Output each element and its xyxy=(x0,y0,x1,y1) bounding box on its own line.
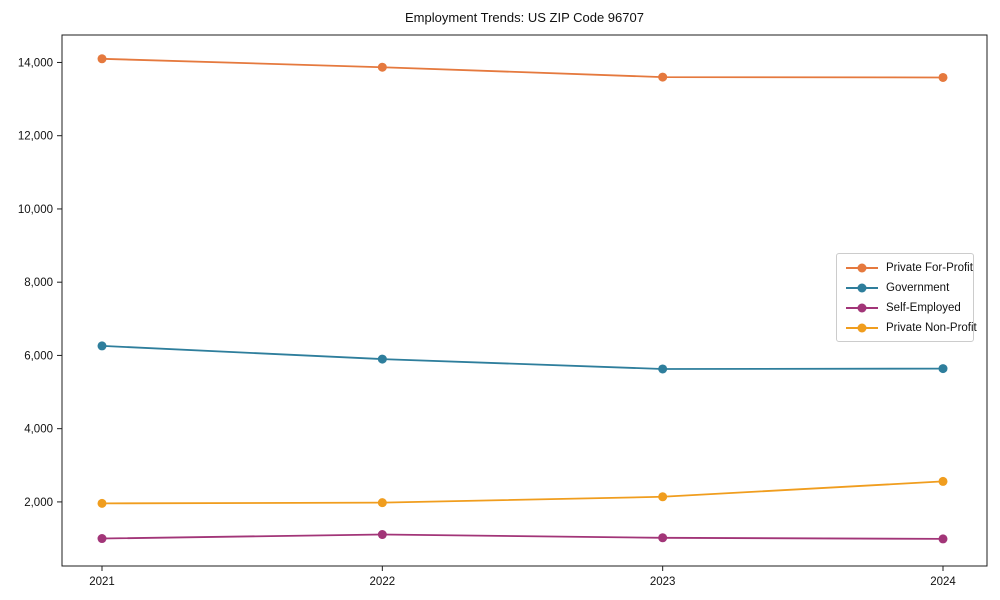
data-point-private-non-profit-2022 xyxy=(377,498,387,508)
y-tick-label: 10,000 xyxy=(18,204,53,216)
x-tick-label: 2024 xyxy=(930,576,956,588)
data-point-self-employed-2022 xyxy=(377,530,387,540)
legend-marker-icon xyxy=(846,283,878,292)
y-tick-label: 8,000 xyxy=(24,277,53,289)
legend-label: Self-Employed xyxy=(886,301,961,314)
legend-item-government: Government xyxy=(845,280,965,295)
y-tick-label: 14,000 xyxy=(18,57,53,69)
data-point-government-2024 xyxy=(938,364,948,374)
data-point-government-2023 xyxy=(658,364,668,374)
series-line-private-non-profit xyxy=(101,480,944,505)
data-point-private-non-profit-2021 xyxy=(97,498,107,508)
legend-dot xyxy=(857,323,867,332)
data-point-private-for-profit-2023 xyxy=(658,72,668,82)
legend-marker-icon xyxy=(846,263,878,272)
data-point-private-non-profit-2024 xyxy=(938,476,948,486)
series-line-private-for-profit xyxy=(101,57,944,79)
data-point-government-2022 xyxy=(377,354,387,364)
data-point-self-employed-2024 xyxy=(938,534,948,544)
axes-frame xyxy=(61,34,988,567)
y-tick-label: 2,000 xyxy=(24,497,53,509)
legend-dot xyxy=(857,283,867,292)
legend-marker-icon xyxy=(846,323,878,332)
data-point-self-employed-2023 xyxy=(658,533,668,543)
legend-marker-icon xyxy=(846,303,878,312)
legend-label: Government xyxy=(886,281,950,294)
legend-item-private-non-profit: Private Non-Profit xyxy=(845,320,977,335)
data-point-private-for-profit-2021 xyxy=(97,54,107,64)
legend: Private For-Profit Government Self-Employe… xyxy=(836,253,977,342)
x-tick-label: 2021 xyxy=(89,576,115,588)
chart-title: Employment Trends: US ZIP Code 96707 xyxy=(405,10,644,25)
series-line-self-employed xyxy=(101,533,944,540)
data-point-private-for-profit-2022 xyxy=(377,62,387,72)
x-tick-label: 2022 xyxy=(370,576,396,588)
data-point-self-employed-2021 xyxy=(97,534,107,544)
data-point-private-non-profit-2023 xyxy=(658,492,668,502)
legend-dot xyxy=(857,303,867,312)
y-tick-label: 6,000 xyxy=(24,350,53,362)
y-tick-label: 12,000 xyxy=(18,131,53,143)
legend-label: Private Non-Profit xyxy=(886,321,977,334)
legend-item-private-for-profit: Private For-Profit xyxy=(845,260,973,275)
y-tick-label: 4,000 xyxy=(24,424,53,436)
data-point-private-for-profit-2024 xyxy=(938,72,948,82)
legend-dot xyxy=(857,263,867,272)
legend-item-self-employed: Self-Employed xyxy=(845,300,965,315)
data-point-government-2021 xyxy=(97,341,107,351)
x-tick-label: 2023 xyxy=(650,576,676,588)
legend-label: Private For-Profit xyxy=(886,261,973,274)
series-line-government xyxy=(101,345,944,370)
